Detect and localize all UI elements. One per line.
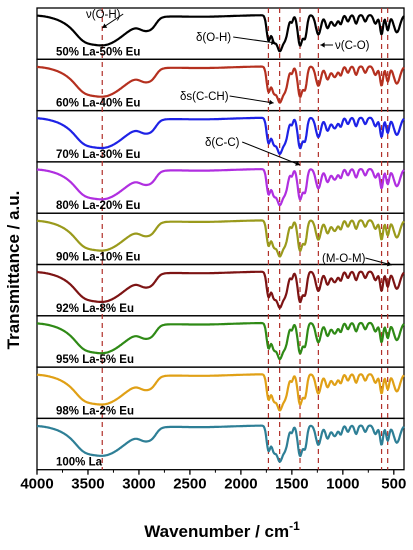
annotation-arrowhead [386, 261, 392, 267]
series-label: 80% La-20% Eu [56, 200, 140, 212]
annotation-arrow [242, 141, 301, 166]
x-tick-label: 1000 [326, 476, 359, 493]
spectra [36, 14, 405, 463]
x-tick-label: 1500 [275, 476, 308, 493]
y-axis-label: Transmittance / a.u. [4, 191, 23, 350]
series-label: 50% La-50% Eu [56, 46, 140, 58]
series-label: 98% La-2% Eu [56, 405, 134, 417]
x-tick-label: 3500 [71, 476, 104, 493]
series-label: 100% La [56, 457, 103, 469]
series-label: 92% La-8% Eu [56, 303, 134, 315]
annotation-label: ν(O-H) [86, 9, 121, 21]
series-label: 90% La-10% Eu [56, 252, 140, 264]
x-tick-label: 500 [381, 476, 406, 493]
series-line [36, 424, 405, 463]
series-line [36, 219, 405, 258]
annotation-label: (M-O-M) [322, 253, 366, 265]
series-label: 60% La-40% Eu [56, 98, 140, 110]
x-tick-label: 3000 [122, 476, 155, 493]
annotations: ν(O-H) δ(O-H) ν(C-O) δs(C-CH) δ(C-C) (M-O-M) [86, 9, 392, 267]
x-tick-label: 2500 [173, 476, 206, 493]
annotation-arrowhead [320, 42, 325, 48]
x-axis-label: Wavenumber / cm-1 [144, 519, 300, 541]
series-line [36, 321, 405, 361]
annotation-arrow [365, 257, 392, 266]
annotation-arrow [229, 95, 274, 104]
annotation-arrowhead [268, 99, 274, 105]
x-axis-label-text: Wavenumber / cm [144, 522, 289, 541]
annotation-label: δ(C-C) [205, 137, 240, 149]
series-line [36, 65, 405, 104]
annotation-arrow [233, 36, 276, 44]
series-line [36, 373, 405, 412]
panel-labels: 50% La-50% Eu 60% La-40% Eu 70% La-30% Eu 8… [56, 46, 140, 468]
series-line [36, 270, 405, 309]
x-axis-label-superscript: -1 [289, 519, 300, 533]
annotation-arrowhead [271, 39, 276, 45]
annotation-arrowhead [102, 23, 108, 28]
series-line [36, 168, 405, 207]
annotation-arrowhead [295, 161, 301, 166]
annotation-label: ν(C-O) [335, 40, 370, 52]
series-line [36, 14, 405, 53]
reference-lines [101, 8, 389, 470]
x-tick-label: 2000 [224, 476, 257, 493]
panel-frame [36, 417, 405, 471]
annotation-label: δs(C-CH) [180, 91, 229, 103]
series-line [36, 116, 405, 155]
panel-frames [36, 7, 405, 471]
series-label: 95% La-5% Eu [56, 354, 134, 366]
annotation-label: δ(O-H) [196, 32, 231, 44]
x-axis: 4000 3500 3000 2500 2000 1500 1000 500 [20, 469, 406, 493]
series-label: 70% La-30% Eu [56, 149, 140, 161]
x-tick-label: 4000 [20, 476, 53, 493]
